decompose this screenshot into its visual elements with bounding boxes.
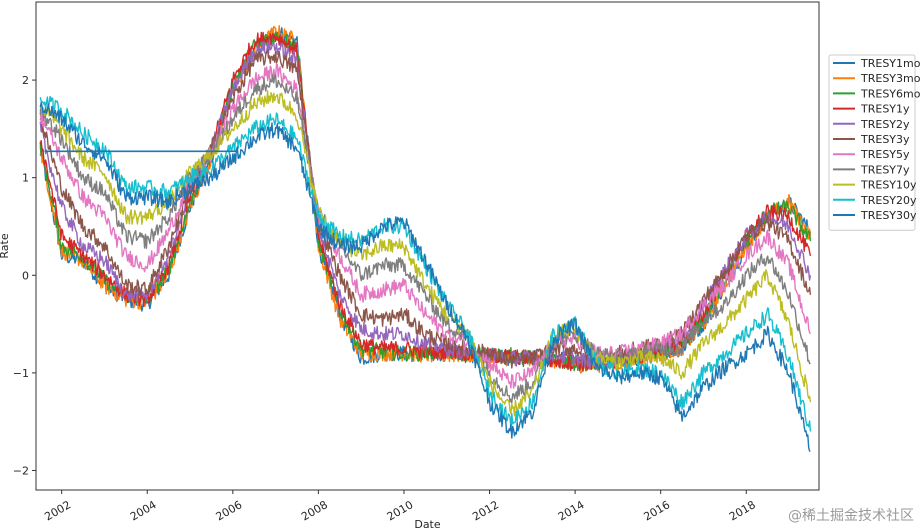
y-tick-label: 2 <box>22 74 29 87</box>
legend-label: TRESY1mo <box>860 57 920 70</box>
legend-label: TRESY6mo <box>860 87 920 100</box>
y-tick-label: 0 <box>22 269 29 282</box>
legend-label: TRESY30y <box>860 209 917 222</box>
series-line-tresy5y <box>39 63 811 389</box>
x-tick-label: 2018 <box>727 498 758 523</box>
legend-label: TRESY10y <box>860 179 917 192</box>
legend-label: TRESY1y <box>860 103 910 116</box>
plot-frame <box>35 1 820 491</box>
x-tick-label: 2006 <box>214 498 245 523</box>
x-tick-label: 2008 <box>299 498 330 523</box>
x-axis-ticks: 2002 2004 2006 2008 2010 2012 2014 2016 2018 <box>42 490 758 524</box>
series-line-tresy3y <box>39 49 812 369</box>
x-tick-label: 2012 <box>470 498 501 523</box>
x-tick-label: 2014 <box>556 498 587 523</box>
y-axis-label: Rate <box>0 233 11 258</box>
legend-label: TRESY20y <box>860 194 917 207</box>
x-tick-label: 2010 <box>385 498 416 523</box>
x-tick-label: 2004 <box>128 498 159 523</box>
x-axis-label: Date <box>414 518 441 531</box>
series-line-tresy30y <box>39 101 811 452</box>
watermark: @稀土掘金技术社区 <box>788 508 914 524</box>
legend-label: TRESY3y <box>860 133 910 146</box>
plot-lines <box>39 25 812 452</box>
y-tick-label: −2 <box>13 464 29 477</box>
x-tick-label: 2002 <box>42 498 73 523</box>
legend-label: TRESY3mo <box>860 72 920 85</box>
legend-label: TRESY7y <box>860 163 910 176</box>
y-tick-label: 1 <box>22 172 29 185</box>
legend-label: TRESY5y <box>860 148 910 161</box>
legend-box <box>828 54 916 231</box>
series-line-tresy7y <box>39 74 811 404</box>
y-axis-ticks: −2 −1 0 1 2 <box>13 74 36 477</box>
x-tick-label: 2016 <box>641 498 672 523</box>
series-line-tresy10y <box>39 90 812 417</box>
y-tick-label: −1 <box>13 367 29 380</box>
legend-label: TRESY2y <box>860 118 910 131</box>
legend: TRESY1mo TRESY3mo TRESY6mo TRESY1y TRESY2y TR… <box>828 54 920 231</box>
